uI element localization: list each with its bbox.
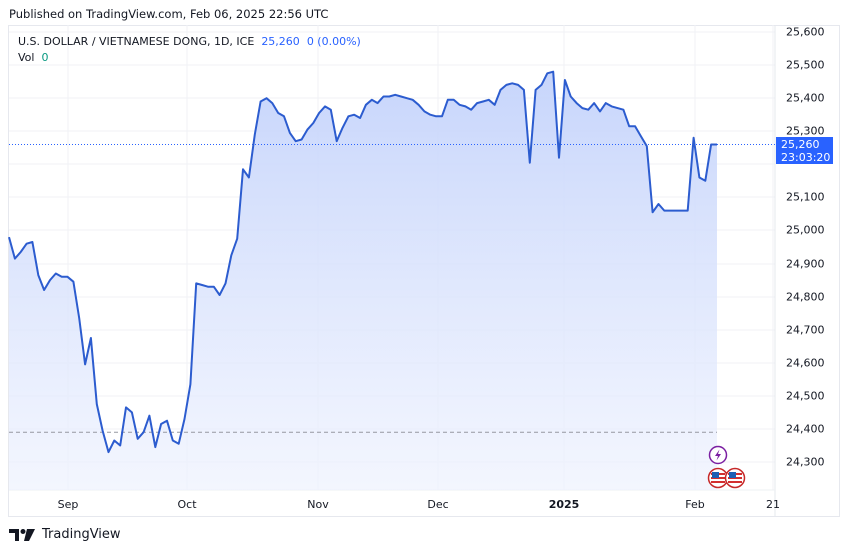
last-price-value: 25,260 [261, 35, 300, 48]
price-tick-label: 25,500 [786, 58, 825, 72]
last-price-badge: 25,260 23:03:20 [776, 137, 833, 164]
published-note: Published on TradingView.com, Feb 06, 20… [9, 7, 329, 21]
us-flag-icon[interactable] [724, 467, 746, 489]
price-tick-label: 24,800 [786, 290, 825, 304]
time-tick-label: Nov [307, 498, 329, 511]
price-tick-label: 25,100 [786, 190, 825, 204]
chart-legend: U.S. DOLLAR / VIETNAMESE DONG, 1D, ICE 2… [18, 34, 361, 66]
time-tick-label: Dec [427, 498, 449, 511]
time-tick-label: Oct [177, 498, 197, 511]
price-tick-label: 24,400 [786, 422, 825, 436]
tradingview-brand[interactable]: TradingView [9, 527, 121, 542]
lightning-icon[interactable] [708, 445, 728, 465]
bar-countdown: 23:03:20 [781, 151, 831, 164]
time-tick-label: Feb [685, 498, 705, 511]
price-tick-label: 25,600 [786, 25, 825, 39]
price-tick-label: 25,300 [786, 124, 825, 138]
time-tick-label: 21 [766, 498, 780, 511]
last-price-badge-value: 25,260 [781, 138, 820, 151]
price-tick-label: 24,700 [786, 323, 825, 337]
time-tick-label: Sep [57, 498, 79, 511]
volume-value: 0 [41, 51, 49, 64]
time-tick-label: 2025 [548, 498, 580, 511]
tradingview-logo-icon [9, 528, 35, 541]
volume-label[interactable]: Vol [18, 51, 35, 64]
brand-name: TradingView [42, 527, 121, 542]
price-line [8, 70, 717, 454]
price-tick-label: 24,300 [786, 455, 825, 469]
price-tick-label: 24,900 [786, 257, 825, 271]
price-tick-label: 25,400 [786, 91, 825, 105]
price-tick-label: 24,500 [786, 389, 825, 403]
price-area-fill [9, 71, 717, 490]
price-tick-label: 25,000 [786, 223, 825, 237]
symbol-title[interactable]: U.S. DOLLAR / VIETNAMESE DONG, 1D, ICE [18, 35, 255, 48]
chart-frame [8, 25, 840, 517]
price-tick-label: 24,600 [786, 356, 825, 370]
price-change-value: 0 (0.00%) [306, 35, 361, 48]
us-flag-icon[interactable] [707, 467, 729, 489]
